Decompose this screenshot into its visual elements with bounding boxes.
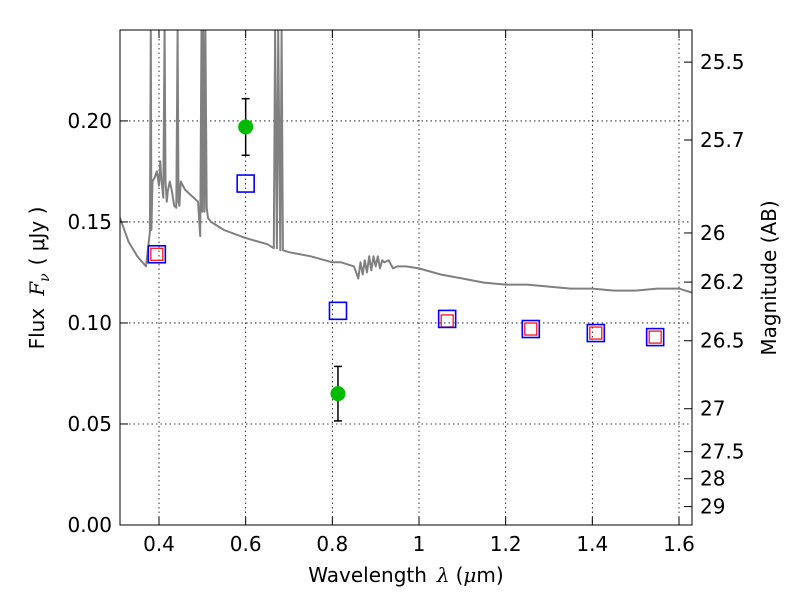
model-photometry-marker: [147, 244, 167, 264]
model-photometry-marker: [645, 327, 665, 347]
y2-tick-label: 27: [700, 397, 725, 421]
x-tick-label: 0.4: [143, 532, 175, 556]
y2-tick-label: 28: [700, 467, 725, 491]
model-photometry-marker: [437, 309, 457, 329]
x-tick-label: 0.6: [230, 532, 262, 556]
x-tick-label: 1: [413, 532, 426, 556]
marker-series: [147, 97, 665, 422]
observed-point: [238, 119, 254, 135]
y2-tick-label: 25.5: [700, 50, 745, 74]
y2-axis-label: Magnitude (AB): [757, 200, 781, 355]
y2-tick-label: 26: [700, 221, 725, 245]
y-tick-label: 0.00: [67, 513, 112, 537]
template-flux-marker: [648, 330, 662, 344]
template-flux-marker: [589, 326, 603, 340]
model-photometry-marker: [521, 319, 541, 339]
template-flux-marker: [150, 247, 164, 261]
model-photometry-marker: [236, 174, 255, 193]
y2-tick-label: 25.7: [700, 128, 745, 152]
spectrum-line: [120, 30, 692, 294]
template-flux-marker: [440, 314, 454, 328]
axes: 0.4 0.6 0.8 1 1.2 1.4 1.6 0.00 0.05 0.10 0.15 0.20 2…: [67, 29, 745, 556]
y2-tick-label: 27.5: [700, 440, 745, 464]
y-tick-label: 0.05: [67, 412, 112, 436]
y2-tick-label: 29: [700, 495, 725, 519]
y2-tick-label: 26.5: [700, 329, 745, 353]
x-tick-label: 1.6: [663, 532, 695, 556]
y-axis-label: FluxFν( μJy ): [25, 207, 53, 350]
x-axis-label: Wavelength λ (μm): [308, 563, 503, 587]
model-photometry-marker: [328, 301, 348, 321]
template-flux-marker: [524, 322, 538, 336]
y2-tick-label: 26.2: [700, 270, 745, 294]
y-tick-label: 0.10: [67, 311, 112, 335]
spectrum-series: [120, 30, 692, 294]
x-tick-label: 1.4: [576, 532, 608, 556]
grid-lines: [120, 30, 692, 526]
y-tick-label: 0.20: [67, 109, 112, 133]
plot-frame: [119, 29, 693, 526]
x-tick-label: 0.8: [316, 532, 348, 556]
y-tick-label: 0.15: [67, 210, 112, 234]
x-tick-label: 1.2: [490, 532, 522, 556]
observed-point: [330, 386, 346, 402]
model-photometry-marker: [586, 323, 606, 343]
